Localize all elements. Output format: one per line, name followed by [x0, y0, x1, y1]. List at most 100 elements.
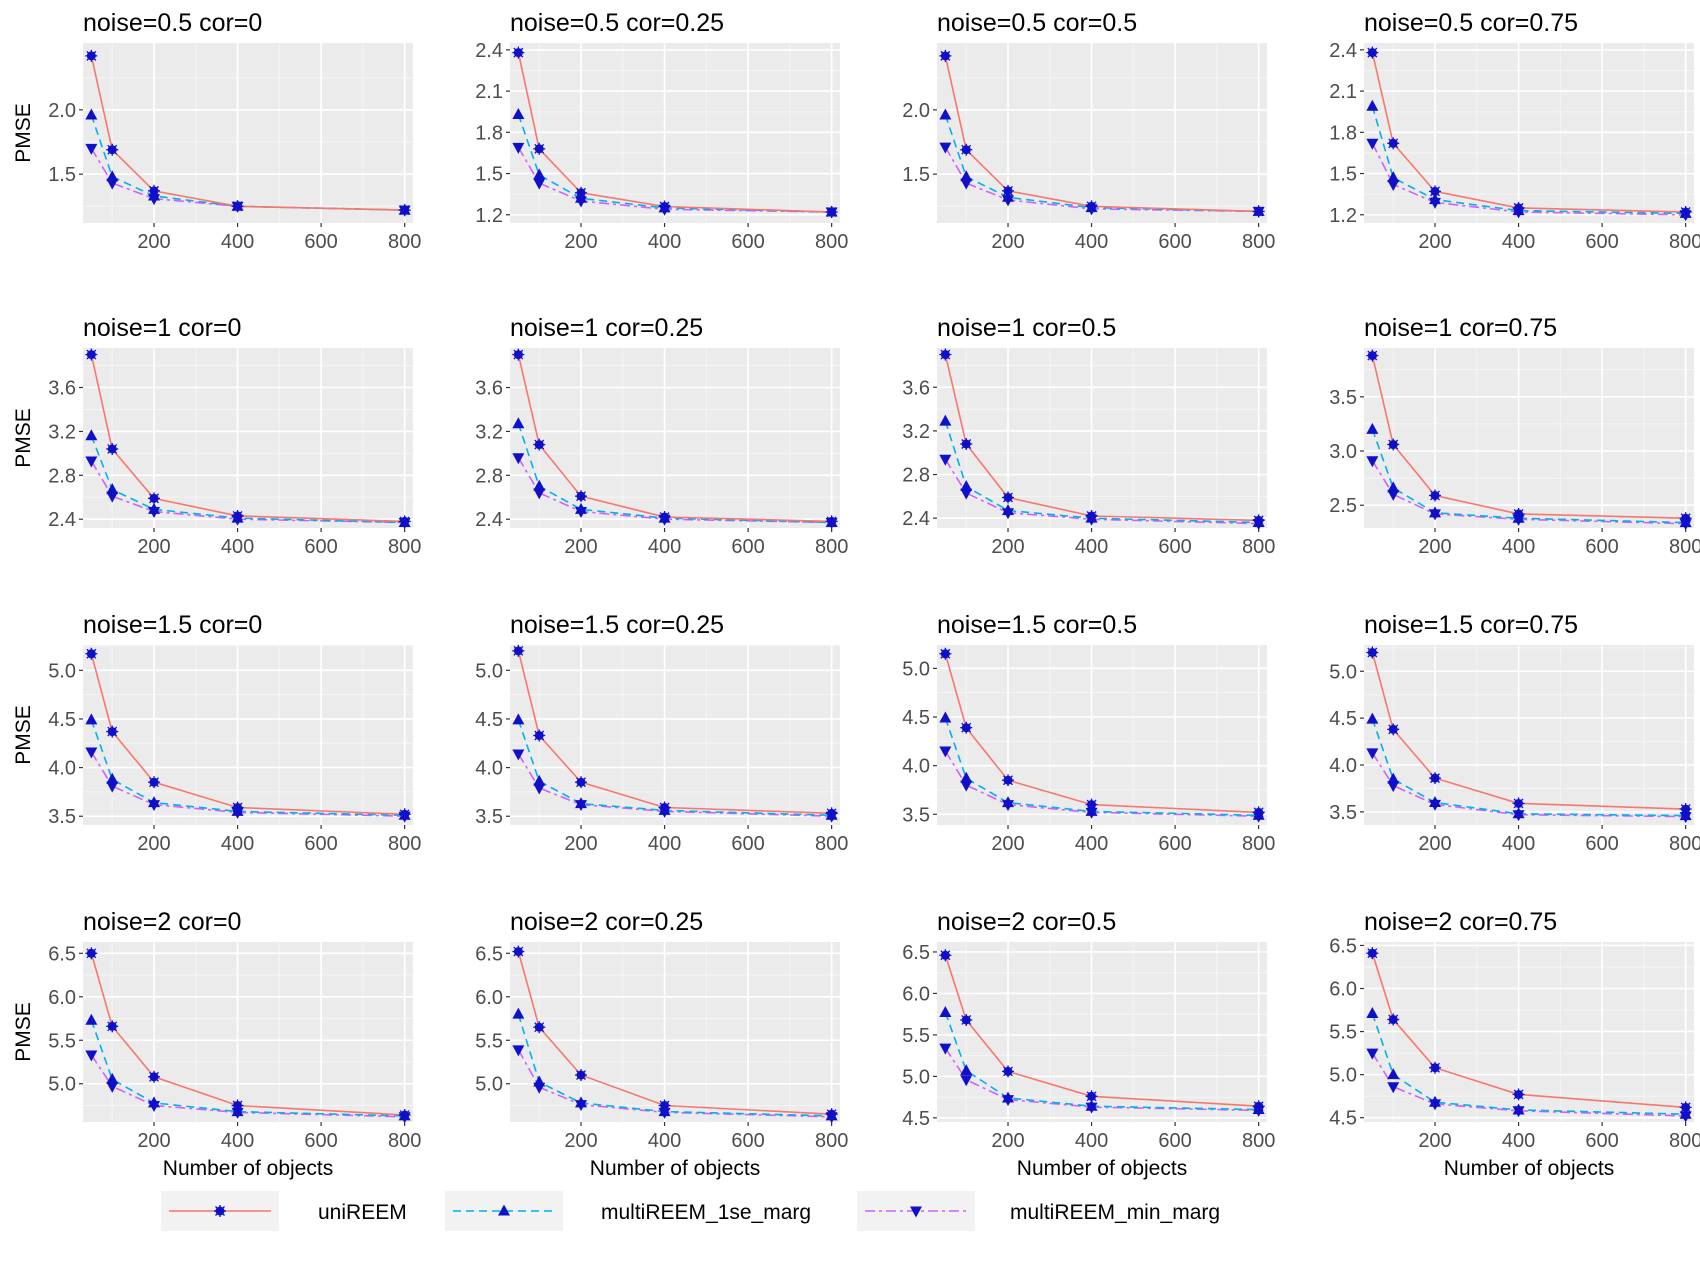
data-point-s1 [1002, 1065, 1015, 1078]
y-tick-label: 6.5 [475, 943, 503, 965]
panel-13: noise=2 cor=0 200 400 600 800 5.0 5.5 6.0 6.5 PMS… [12, 908, 421, 1180]
y-tick-label: 5.5 [1329, 1022, 1357, 1044]
data-point-s3 [512, 142, 525, 154]
y-tick-label: 2.4 [1329, 40, 1357, 62]
data-point-s1 [658, 511, 671, 524]
y-tick-label: 5.5 [902, 1025, 930, 1047]
data-point-s1 [533, 729, 546, 742]
data-point-s2 [148, 502, 161, 514]
y-tick-label: 4.0 [902, 756, 930, 778]
data-point-s2 [533, 1075, 546, 1087]
y-tick-label: 2.4 [902, 508, 930, 530]
y-tick-label: 3.6 [475, 378, 503, 400]
y-tick-label: 5.0 [902, 658, 930, 680]
panel-background [510, 645, 840, 825]
y-tick-label: 1.2 [475, 205, 503, 227]
x-tick-label: 800 [1242, 1130, 1275, 1152]
data-point-s1 [575, 776, 588, 789]
data-point-s3 [1387, 489, 1400, 501]
data-point-s3 [512, 453, 525, 465]
panel-9: noise=1.5 cor=0 200 400 600 800 3.5 4.0 4.5 5.0 P… [12, 611, 421, 855]
data-point-s2 [85, 713, 98, 725]
x-tick-label: 200 [991, 833, 1024, 855]
panel-title: noise=2 cor=0.75 [1364, 908, 1557, 936]
data-point-s1 [1429, 772, 1442, 785]
data-point-s2 [512, 1007, 525, 1019]
y-tick-label: 4.5 [902, 1108, 930, 1130]
y-tick-label: 4.0 [475, 758, 503, 780]
data-point-s3 [960, 1075, 973, 1087]
data-point-s2 [939, 108, 952, 120]
x-tick-label: 600 [304, 536, 337, 558]
x-tick-label: 400 [1075, 1130, 1108, 1152]
data-point-s2 [1512, 1103, 1525, 1115]
panel-background [937, 942, 1267, 1122]
data-point-s2 [575, 502, 588, 514]
legend-key-marker [910, 1206, 922, 1218]
x-tick-label: 400 [221, 536, 254, 558]
data-point-s3 [939, 454, 952, 466]
y-tick-label: 6.0 [902, 983, 930, 1005]
data-point-s1 [231, 509, 244, 522]
data-point-s1 [533, 142, 546, 155]
data-point-s1 [960, 1013, 973, 1026]
y-axis-label: PMSE [12, 1002, 35, 1062]
x-axis-label: Number of objects [1444, 1157, 1614, 1180]
data-point-s3 [1366, 138, 1379, 150]
y-tick-label: 3.5 [48, 806, 76, 828]
x-tick-label: 200 [137, 536, 170, 558]
x-tick-label: 600 [731, 231, 764, 253]
data-point-s2 [1387, 481, 1400, 493]
x-tick-label: 800 [815, 833, 848, 855]
panel-background [937, 645, 1267, 825]
x-tick-label: 400 [221, 833, 254, 855]
data-point-s3 [533, 488, 546, 500]
x-tick-label: 600 [731, 1130, 764, 1152]
panel-title: noise=1.5 cor=0.25 [510, 611, 724, 639]
x-tick-label: 400 [1075, 536, 1108, 558]
x-tick-label: 800 [1242, 536, 1275, 558]
panel-background [510, 348, 840, 528]
y-tick-label: 6.0 [475, 987, 503, 1009]
data-point-s1 [1085, 510, 1098, 522]
y-tick-label: 5.5 [48, 1030, 76, 1052]
data-point-s3 [106, 178, 119, 190]
data-point-s2 [148, 1096, 161, 1108]
panel-14: noise=2 cor=0.25 200 400 600 800 5.0 5.5 6.0 6.5… [475, 908, 848, 1180]
y-tick-label: 4.5 [1329, 708, 1357, 730]
data-point-s1 [1679, 803, 1692, 816]
x-tick-label: 400 [1502, 231, 1535, 253]
data-point-s1 [825, 515, 838, 528]
data-point-s1 [398, 204, 411, 217]
y-tick-label: 3.2 [48, 421, 76, 443]
x-tick-label: 200 [564, 231, 597, 253]
data-point-s1 [939, 949, 952, 962]
data-point-s1 [1002, 774, 1015, 787]
y-tick-label: 2.1 [1329, 81, 1357, 103]
series-line-2 [1371, 1013, 1686, 1115]
data-point-s1 [1429, 489, 1442, 502]
x-tick-label: 800 [388, 833, 421, 855]
data-point-s1 [825, 807, 838, 820]
data-point-s2 [1512, 807, 1525, 819]
data-point-s1 [939, 348, 952, 361]
data-point-s1 [1429, 185, 1442, 198]
data-point-s1 [1366, 947, 1379, 960]
data-point-s1 [1512, 507, 1525, 520]
data-point-s1 [85, 49, 98, 62]
data-point-s1 [106, 1020, 119, 1033]
data-point-s1 [106, 725, 119, 738]
y-tick-label: 2.8 [902, 465, 930, 487]
data-point-s1 [398, 515, 411, 528]
data-point-s1 [960, 438, 973, 450]
legend-item-2: multiREEM_1se_marg [445, 1191, 811, 1231]
x-tick-label: 600 [304, 833, 337, 855]
panel-title: noise=2 cor=0.5 [937, 908, 1116, 936]
data-point-s2 [85, 429, 98, 441]
data-point-s1 [1366, 46, 1379, 59]
legend-key-marker [214, 1205, 226, 1217]
data-point-s1 [148, 1070, 161, 1083]
x-tick-label: 800 [815, 536, 848, 558]
x-tick-label: 800 [815, 231, 848, 253]
panel-background [83, 43, 413, 223]
